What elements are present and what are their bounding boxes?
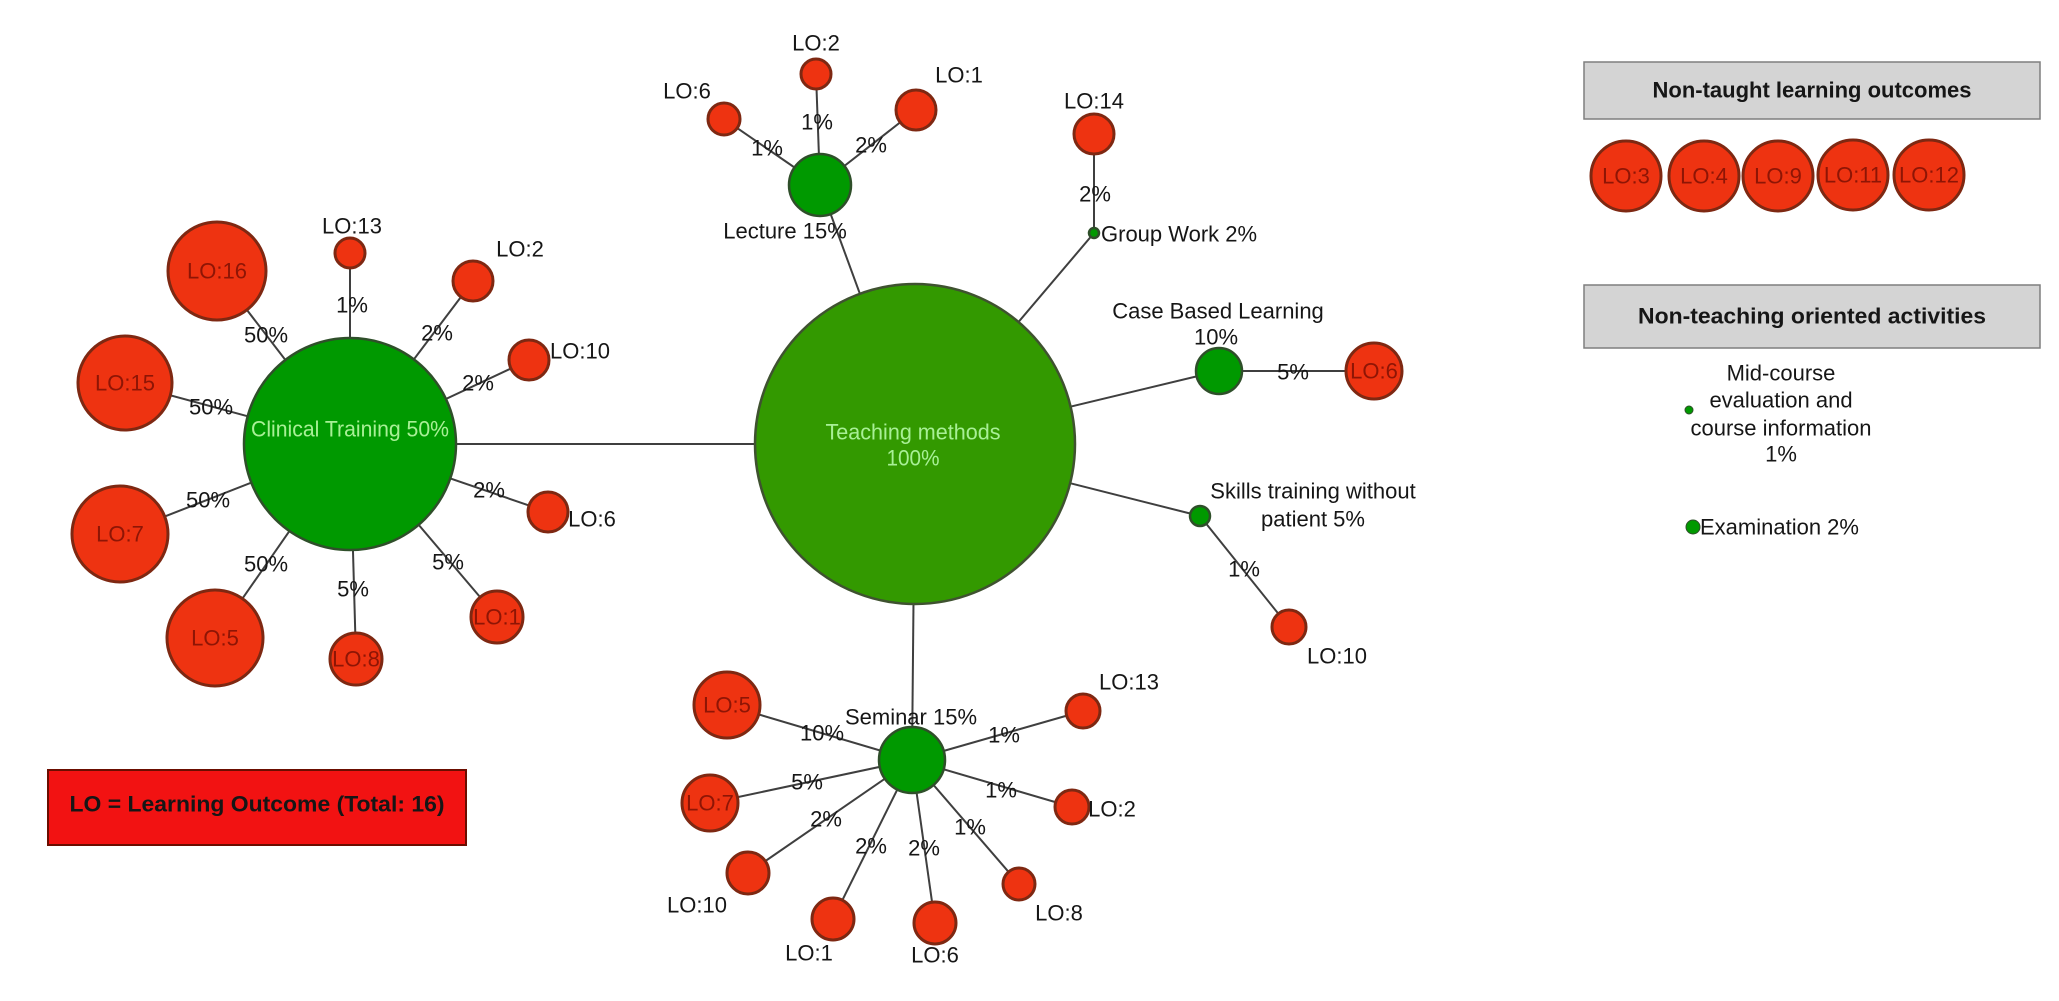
svg-text:LO:5: LO:5: [703, 693, 751, 718]
svg-text:LO:1: LO:1: [785, 941, 833, 966]
svg-text:Non-teaching oriented activiti: Non-teaching oriented activities: [1638, 304, 1986, 329]
svg-text:patient 5%: patient 5%: [1261, 507, 1365, 532]
svg-text:2%: 2%: [855, 834, 887, 859]
svg-text:2%: 2%: [462, 371, 494, 396]
svg-text:LO:6: LO:6: [663, 79, 711, 104]
svg-text:LO:7: LO:7: [96, 522, 144, 547]
svg-text:1%: 1%: [954, 815, 986, 840]
svg-text:50%: 50%: [186, 488, 230, 513]
svg-text:10%: 10%: [1194, 325, 1238, 350]
svg-text:LO:10: LO:10: [667, 893, 727, 918]
svg-text:LO:13: LO:13: [1099, 670, 1159, 695]
svg-text:LO:5: LO:5: [191, 626, 239, 651]
svg-text:1%: 1%: [988, 723, 1020, 748]
svg-text:Teaching methods: Teaching methods: [826, 420, 1001, 445]
svg-text:Group Work 2%: Group Work 2%: [1101, 222, 1257, 247]
svg-text:LO:10: LO:10: [1307, 644, 1367, 669]
svg-text:1%: 1%: [801, 110, 833, 135]
svg-text:Examination 2%: Examination 2%: [1700, 515, 1859, 540]
svg-text:LO:15: LO:15: [95, 371, 155, 396]
svg-text:2%: 2%: [810, 807, 842, 832]
svg-text:LO:8: LO:8: [1035, 901, 1083, 926]
svg-text:1%: 1%: [1228, 557, 1260, 582]
svg-text:1%: 1%: [985, 778, 1017, 803]
svg-text:50%: 50%: [244, 552, 288, 577]
svg-text:course information: course information: [1691, 416, 1872, 441]
svg-text:2%: 2%: [908, 836, 940, 861]
svg-text:evaluation and: evaluation and: [1709, 388, 1852, 413]
svg-text:Seminar 15%: Seminar 15%: [845, 705, 977, 730]
svg-text:Mid-course: Mid-course: [1727, 361, 1836, 386]
svg-text:1%: 1%: [336, 293, 368, 318]
svg-text:Clinical Training 50%: Clinical Training 50%: [251, 417, 449, 442]
svg-text:10%: 10%: [800, 721, 844, 746]
svg-text:2%: 2%: [473, 478, 505, 503]
svg-text:LO:8: LO:8: [332, 647, 380, 672]
svg-text:LO = Learning Outcome (Total:: LO = Learning Outcome (Total: 16): [70, 792, 445, 817]
svg-text:LO:12: LO:12: [1899, 163, 1959, 188]
svg-text:LO:6: LO:6: [568, 507, 616, 532]
svg-text:LO:9: LO:9: [1754, 164, 1802, 189]
svg-text:LO:7: LO:7: [686, 791, 734, 816]
svg-text:LO:1: LO:1: [935, 63, 983, 88]
svg-text:LO:2: LO:2: [496, 237, 544, 262]
svg-text:LO:16: LO:16: [187, 259, 247, 284]
svg-text:Lecture 15%: Lecture 15%: [723, 219, 847, 244]
svg-text:1%: 1%: [1765, 442, 1797, 467]
svg-text:LO:1: LO:1: [473, 605, 521, 630]
svg-text:2%: 2%: [855, 133, 887, 158]
svg-text:100%: 100%: [887, 446, 940, 471]
svg-text:5%: 5%: [1277, 360, 1309, 385]
svg-text:Case Based Learning: Case Based Learning: [1112, 299, 1324, 324]
svg-text:5%: 5%: [432, 550, 464, 575]
svg-text:5%: 5%: [791, 770, 823, 795]
svg-text:LO:4: LO:4: [1680, 164, 1728, 189]
svg-text:Skills training without: Skills training without: [1210, 479, 1415, 504]
svg-text:LO:2: LO:2: [1088, 797, 1136, 822]
svg-text:50%: 50%: [189, 395, 233, 420]
svg-text:Non-taught learning outcomes: Non-taught learning outcomes: [1653, 78, 1972, 103]
svg-text:LO:2: LO:2: [792, 31, 840, 56]
svg-text:LO:6: LO:6: [1350, 359, 1398, 384]
svg-text:LO:11: LO:11: [1824, 163, 1882, 188]
svg-text:2%: 2%: [1079, 182, 1111, 207]
svg-text:LO:10: LO:10: [550, 339, 610, 364]
svg-text:50%: 50%: [244, 323, 288, 348]
svg-text:5%: 5%: [337, 577, 369, 602]
svg-text:LO:3: LO:3: [1602, 164, 1650, 189]
svg-text:2%: 2%: [421, 321, 453, 346]
svg-text:LO:6: LO:6: [911, 943, 959, 968]
svg-text:LO:14: LO:14: [1064, 89, 1124, 114]
svg-text:1%: 1%: [751, 136, 783, 161]
svg-text:LO:13: LO:13: [322, 214, 382, 239]
